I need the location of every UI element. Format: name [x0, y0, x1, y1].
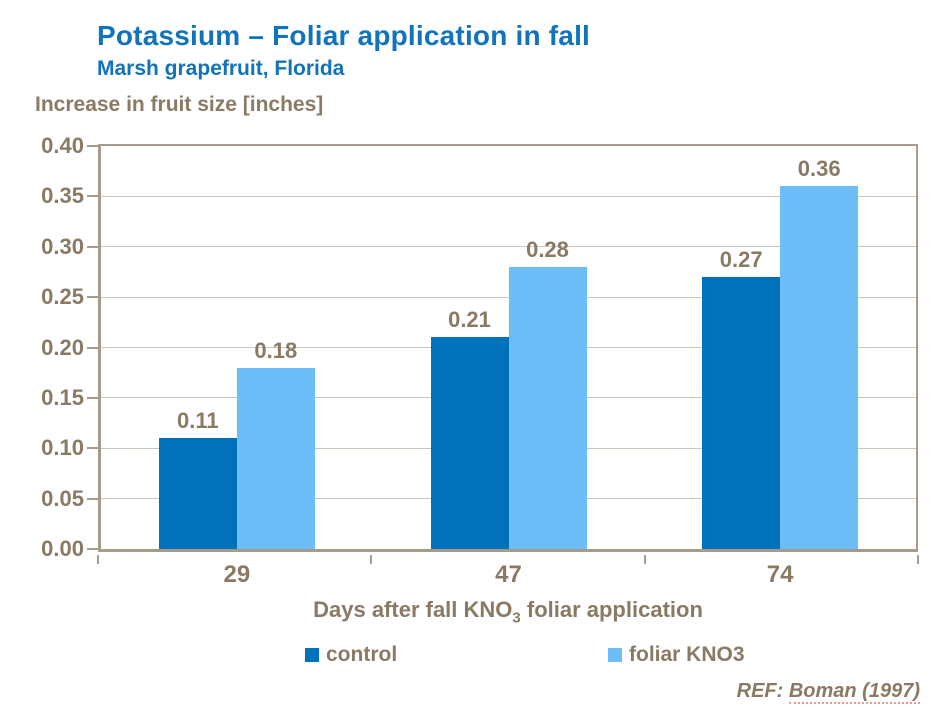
- y-tick-mark: [87, 548, 98, 550]
- gridline: [101, 246, 916, 248]
- x-tick-mark: [370, 555, 373, 564]
- legend-item-control: control: [305, 643, 397, 667]
- y-tick-mark: [87, 145, 98, 147]
- chart-title: Potassium – Foliar application in fall: [97, 20, 591, 51]
- bar-data-label: 0.27: [719, 246, 763, 272]
- x-axis-title-subscript: 3: [512, 609, 521, 627]
- y-tick-label: 0.00: [41, 536, 84, 561]
- legend-item-foliar-kno3: foliar KNO3: [608, 643, 745, 667]
- x-tick-mark: [97, 555, 99, 564]
- y-tick-label: 0.40: [41, 133, 84, 158]
- control-swatch-icon: [305, 648, 319, 662]
- bar-data-label: 0.36: [797, 156, 841, 182]
- x-axis-title-suffix: foliar application: [520, 597, 703, 622]
- plot-area: 0.11 0.18 0.21 0.28 0.27 0.36: [98, 144, 918, 552]
- gridline: [101, 195, 916, 197]
- y-tick-label: 0.25: [41, 284, 84, 310]
- y-tick-label: 0.15: [41, 384, 84, 410]
- y-tick-label: 0.35: [41, 183, 84, 209]
- y-tick-mark: [87, 296, 98, 299]
- foliar-kno3-swatch-icon: [608, 648, 622, 662]
- legend-label-foliar-kno3: foliar KNO3: [629, 643, 745, 666]
- bar-data-label: 0.21: [448, 307, 491, 333]
- ref-prefix: REF:: [736, 680, 789, 702]
- x-axis-title-text: Days after fall KNO: [313, 597, 513, 622]
- y-tick-mark: [87, 396, 98, 399]
- y-tick-label: 0.20: [41, 334, 84, 360]
- y-tick-label: 0.30: [41, 233, 84, 259]
- x-category-label: 74: [766, 561, 794, 588]
- bar-control-47: [430, 337, 509, 549]
- bar-foliar-KNO3-29: [236, 367, 315, 549]
- y-tick-label: 0.05: [41, 485, 84, 511]
- x-tick-mark: [917, 555, 919, 564]
- y-tick-mark: [87, 447, 98, 450]
- bar-control-74: [702, 276, 781, 549]
- x-category-label: 47: [495, 561, 522, 588]
- bar-data-label: 0.18: [254, 337, 298, 363]
- y-tick-label: 0.10: [41, 435, 84, 461]
- bar-data-label: 0.11: [177, 408, 219, 434]
- legend-label-control: control: [326, 643, 398, 666]
- y-tick-mark: [87, 195, 98, 198]
- chart-subtitle: Marsh grapefruit, Florida: [97, 57, 345, 80]
- bar-control-29: [158, 438, 237, 549]
- x-tick-mark: [643, 555, 646, 564]
- ref-citation-text: Boman (1997): [788, 680, 920, 704]
- bar-foliar-KNO3-74: [780, 186, 859, 549]
- y-tick-mark: [87, 245, 98, 248]
- y-tick-mark: [87, 346, 98, 349]
- bar-data-label: 0.28: [526, 236, 569, 262]
- bar-foliar-KNO3-47: [508, 266, 587, 549]
- x-category-label: 29: [223, 561, 251, 588]
- x-axis-title: Days after fall KNO3 foliar application: [98, 597, 918, 627]
- y-tick-mark: [87, 497, 98, 500]
- y-axis-title: Increase in fruit size [inches]: [35, 93, 324, 116]
- reference-citation: REF: Boman (1997): [736, 680, 920, 704]
